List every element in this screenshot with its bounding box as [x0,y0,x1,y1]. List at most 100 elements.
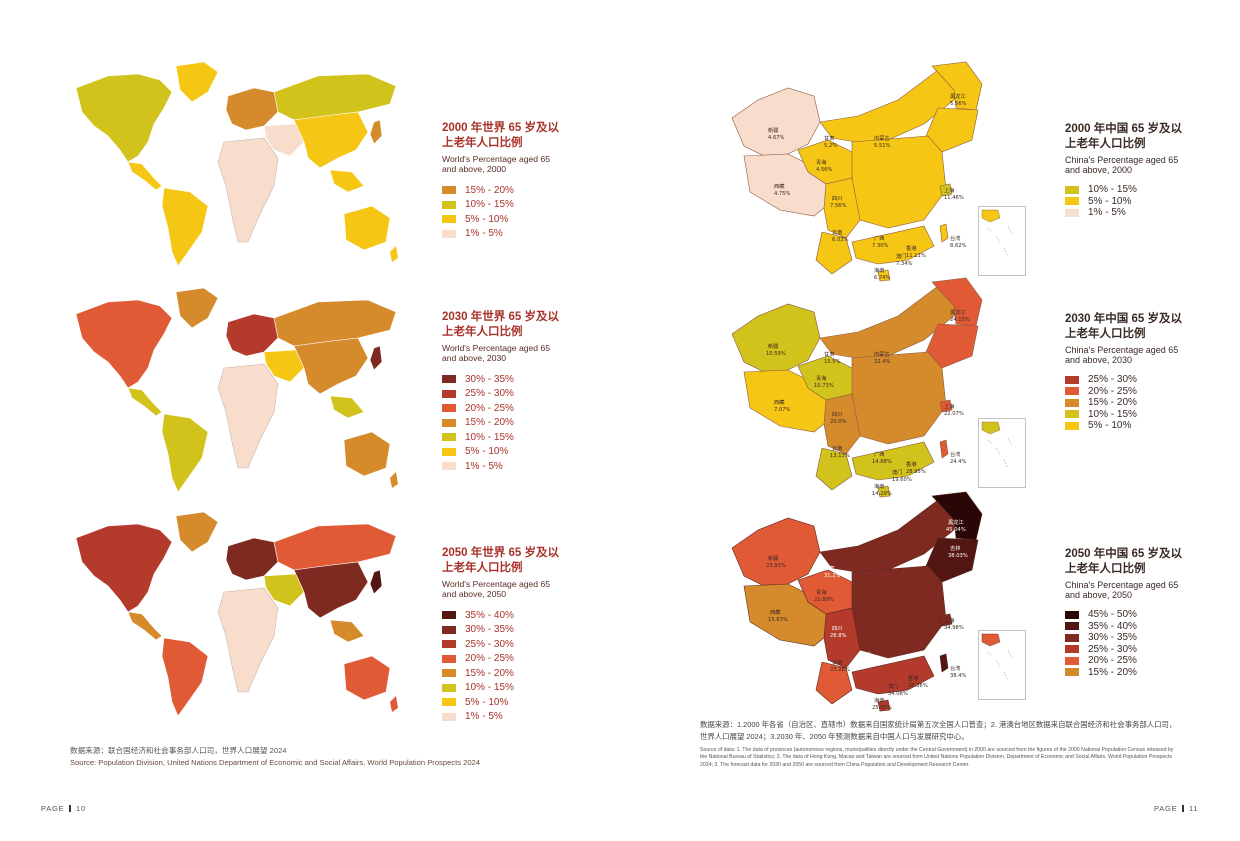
value-yunnan: 23.28% [830,667,850,673]
province-central [845,351,947,445]
region-africa [217,363,279,469]
region-south-america [161,413,209,493]
legend-label: 20% - 25% [1088,655,1137,667]
legend-item: 20% - 25% [1065,386,1185,398]
legend-item: 15% - 20% [442,183,562,198]
region-new-zealand [390,696,398,712]
label-taiwan: 台湾 [950,234,960,242]
world-map-2000-svg [75,61,398,267]
legend-swatch [442,625,456,634]
world-map-2050-svg [75,511,398,717]
region-asia [293,561,369,619]
province-south [851,441,935,481]
label-taiwan: 台湾 [950,450,960,458]
legend-label: 15% - 20% [1088,666,1137,678]
value-jilin: 38.03% [948,553,968,559]
legend-label: 1% - 5% [465,711,503,723]
legend-swatch [442,215,456,224]
south-china-sea-inset [978,630,1026,700]
world-legend-2000: 2000 年世界 65 岁及以上老年人口比例 World's Percentag… [442,121,562,241]
region-north-america [75,73,173,163]
region-russia [273,73,397,121]
legend-swatch [1065,208,1079,217]
source-zh: 数据来源：1.2000 年各省（自治区、直辖市）数据来自国家统计局第五次全国人口… [700,720,1177,741]
legend-item: 25% - 30% [1065,374,1185,386]
label-qinghai: 青海 [816,588,826,596]
legend-label: 5% - 10% [1088,195,1132,207]
legend-item: 25% - 30% [1065,644,1185,656]
value-sichuan: 28.8% [830,633,847,639]
region-central-america [127,161,163,191]
china-map-2030-svg: 新疆 10.59% 西藏 7.07% 青海 10.73% 甘肃 15.5% 内蒙… [731,277,983,498]
legend-swatch [442,433,456,442]
label-jilin: 吉林 [950,544,961,552]
value-hainan: 25.85% [872,705,892,711]
page-label: PAGE [41,804,65,813]
legend-swatch [442,389,456,398]
legend-swatch [442,200,456,209]
china-legend-subtitle: China's Percentage aged 65 and above, 20… [1065,345,1179,365]
value-taiwan: 38.4% [950,673,967,679]
legend-swatch [1065,633,1079,642]
region-south-america [161,637,209,717]
label-yunnan: 云南 [832,228,842,236]
region-southeast-asia [329,619,365,643]
province-neimenggu [819,499,965,573]
legend-label: 15% - 20% [465,417,514,429]
value-heilongjiang: 45.04% [946,527,966,533]
region-australia [343,431,391,477]
legend-label: 5% - 10% [1088,420,1132,432]
province-hainan [877,699,891,712]
value-shanghai: 22.07% [944,411,964,417]
value-xinjiang: 10.59% [766,351,786,357]
label-yunnan: 云南 [832,444,842,452]
legend-swatch [442,186,456,195]
legend-label: 30% - 35% [465,624,514,636]
value-heilongjiang: 5.56% [950,101,967,107]
region-north-america [75,299,173,389]
source-note-right: 数据来源：1.2000 年各省（自治区、直辖市）数据来自国家统计局第五次全国人口… [700,719,1180,769]
legend-item: 5% - 10% [442,212,562,227]
legend-label: 15% - 20% [465,667,514,679]
region-greenland [175,287,219,329]
legend-item: 1% - 5% [1065,207,1185,219]
legend-swatch [442,375,456,384]
region-japan [369,345,383,371]
value-xizang: 15.63% [768,617,788,623]
region-north-america [75,523,173,613]
legend-item: 30% - 35% [442,623,562,638]
value-taiwan: 8.62% [950,243,967,249]
label-hongkong: 香港 [906,460,917,468]
page-number-right: PAGE 11 [1154,804,1198,813]
legend-label: 10% - 15% [1088,408,1137,420]
legend-label: 5% - 10% [465,696,509,708]
province-shanghai [939,183,953,197]
value-qinghai: 4.56% [816,167,833,173]
value-neimenggu: 5.51% [874,143,891,149]
world-map-2050 [68,496,400,722]
world-legend-2030: 2030 年世界 65 岁及以上老年人口比例 World's Percentag… [442,310,562,474]
value-hongkong: 28.95% [906,469,926,475]
label-xinjiang: 新疆 [768,342,778,350]
label-gansu: 甘肃 [824,564,834,572]
legend-item: 10% - 15% [1065,409,1185,421]
value-hongkong: 36.36% [908,683,928,689]
china-legend-2050: 2050 年中国 65 岁及以上老年人口比例 China's Percentag… [1065,547,1185,678]
legend-item: 35% - 40% [442,608,562,623]
region-africa [217,587,279,693]
label-heilongjiang: 黑龙江 [950,92,966,100]
label-shanghai: 上海 [944,186,954,194]
legend-label: 5% - 10% [465,213,509,225]
value-sichuan: 7.56% [830,203,847,209]
value-macao: 19.60% [892,477,912,483]
label-xizang: 西藏 [774,182,785,190]
province-xinjiang [731,303,821,373]
legend-item: 30% - 35% [1065,632,1185,644]
legend-label: 15% - 20% [465,184,514,196]
legend-swatch [1065,197,1079,206]
world-legend-subtitle: World's Percentage aged 65 and above, 20… [442,343,551,363]
value-taiwan: 24.4% [950,459,967,465]
source-note-left: 数据来源：联合国经济和社会事务部人口司，世界人口展望 2024 Source: … [70,745,530,769]
province-northeast [925,323,979,369]
label-xinjiang: 新疆 [768,554,778,562]
